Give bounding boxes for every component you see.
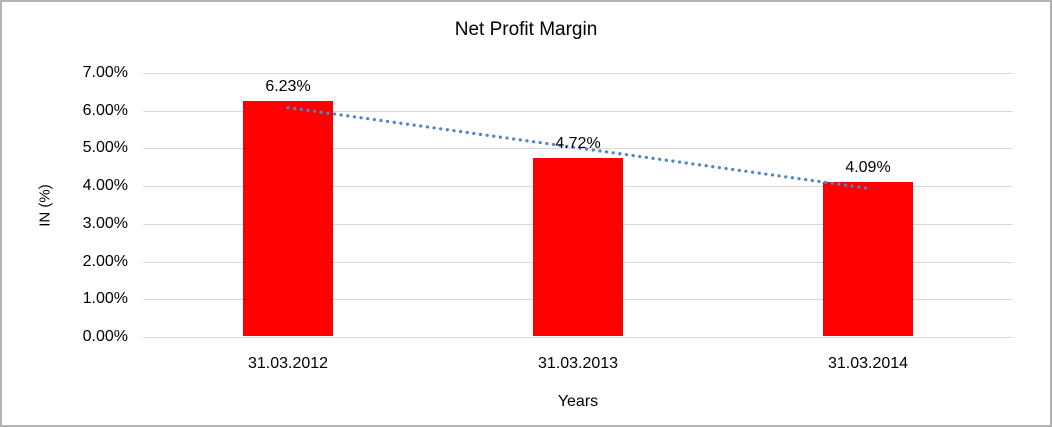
gridline xyxy=(143,110,1013,112)
x-axis-tick-label: 31.03.2012 xyxy=(247,355,329,372)
y-axis-tick-label: 5.00% xyxy=(82,139,128,157)
chart-title: Net Profit Margin xyxy=(454,19,598,40)
plot-area xyxy=(143,73,1013,338)
bar-data-label: 4.09% xyxy=(845,158,891,176)
y-axis-tick-label: 2.00% xyxy=(82,252,128,270)
trendline xyxy=(286,105,870,190)
y-axis-tick-label: 3.00% xyxy=(82,214,128,232)
y-axis-tick-label: 4.00% xyxy=(82,177,128,195)
bar xyxy=(243,101,333,336)
y-axis-tick-label: 6.00% xyxy=(82,101,128,119)
x-axis-line xyxy=(143,337,1013,338)
bar-data-label: 6.23% xyxy=(265,78,311,96)
bar-data-label: 4.72% xyxy=(555,134,601,152)
bar xyxy=(533,158,623,336)
gridline xyxy=(143,148,1013,150)
x-axis-tick-label: 31.03.2013 xyxy=(537,355,619,372)
bar xyxy=(823,181,913,336)
x-axis-title: Years xyxy=(557,393,599,410)
y-axis-tick-label: 7.00% xyxy=(82,64,128,81)
x-axis-tick-label: 31.03.2014 xyxy=(827,355,909,372)
y-axis-tick-label: 1.00% xyxy=(82,290,128,308)
y-axis-tick-label: 0.00% xyxy=(82,328,128,345)
gridline xyxy=(143,73,1013,74)
